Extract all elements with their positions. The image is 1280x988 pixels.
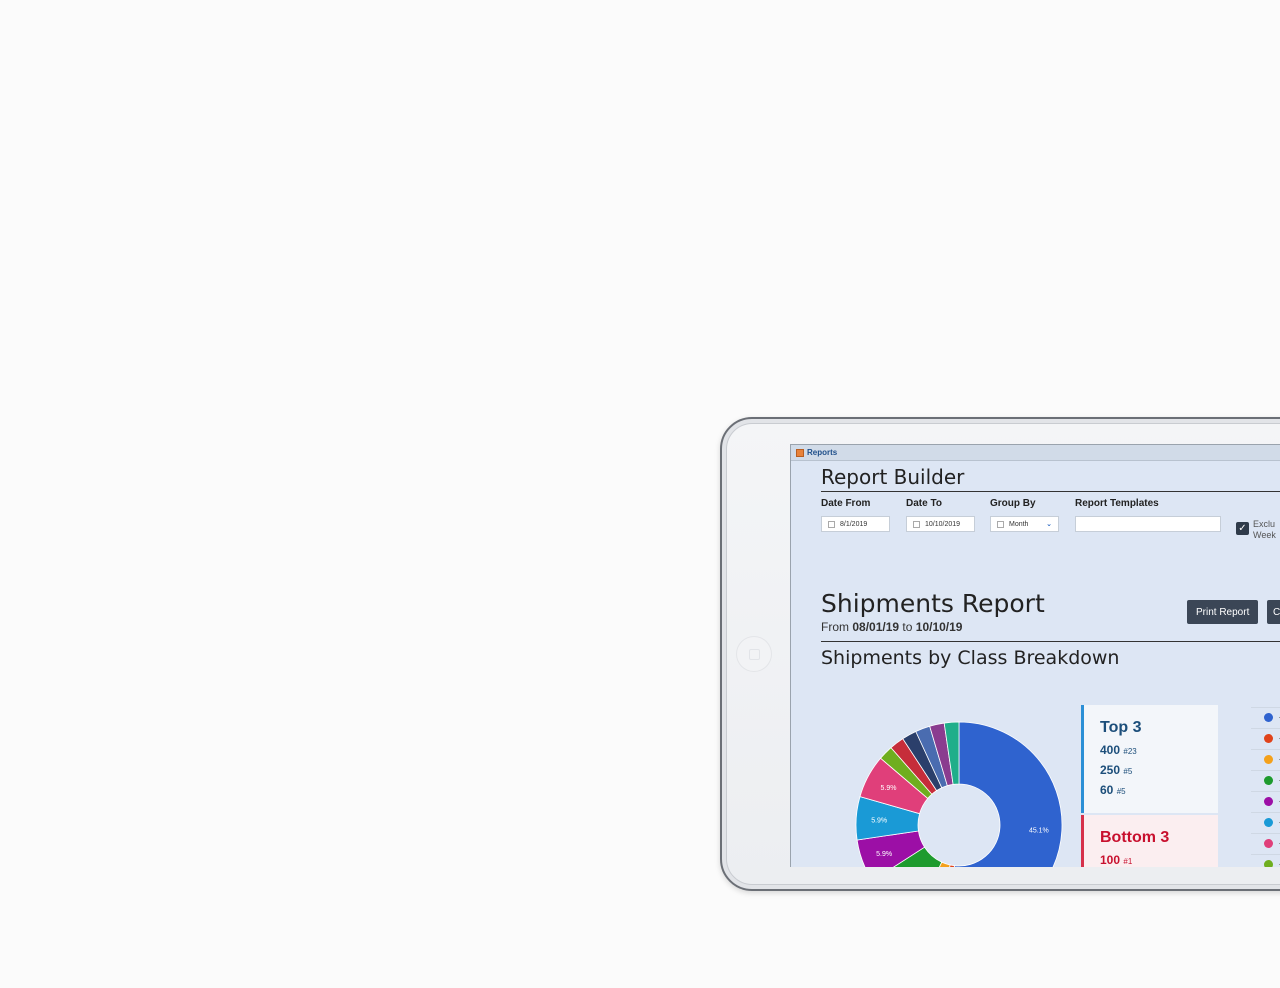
chart-legend	[1251, 707, 1280, 867]
top3-row: 250 #5	[1100, 763, 1218, 777]
bottom3-title: Bottom 3	[1100, 829, 1170, 846]
top3-rank: #23	[1123, 747, 1137, 756]
breakdown-heading: Shipments by Class Breakdown	[821, 647, 1120, 669]
filter-bar: Date From 8/1/2019 Date To 10/10/2019 Gr…	[821, 492, 1280, 552]
top3-row: 60 #5	[1100, 783, 1218, 797]
bottom3-row: 100 #1	[1100, 853, 1218, 867]
date-from-value: 8/1/2019	[840, 520, 868, 528]
top3-rank: #5	[1123, 767, 1133, 776]
top3-rank: #5	[1116, 787, 1126, 796]
report-builder-heading: Report Builder	[821, 465, 1280, 492]
exclude-weekends-label: Exclu Week	[1253, 519, 1276, 541]
window-title: Reports	[807, 448, 838, 457]
calendar-icon	[997, 520, 1004, 528]
bottom3-card: Bottom 3 100 #1	[1081, 815, 1218, 867]
date-to-input[interactable]: 10/10/2019	[906, 516, 975, 532]
legend-item[interactable]	[1251, 770, 1280, 791]
top3-title: Top 3	[1100, 719, 1142, 736]
legend-item[interactable]	[1251, 833, 1280, 854]
legend-item[interactable]	[1251, 854, 1280, 867]
checkmark-icon: ✓	[1238, 523, 1247, 534]
report-divider	[821, 641, 1280, 642]
calendar-icon	[913, 520, 920, 528]
app-screen: Reports Report Builder Date From 8/1/201…	[790, 444, 1280, 867]
legend-color-dot	[1264, 860, 1273, 867]
legend-item[interactable]	[1251, 728, 1280, 749]
chevron-down-icon: ⌄	[1046, 521, 1052, 528]
legend-color-dot	[1264, 713, 1273, 722]
date-to-value: 10/10/2019	[925, 520, 961, 528]
donut-svg: 45.1%7.8%5.9%5.9%5.9%	[855, 721, 1063, 867]
window-titlebar: Reports	[791, 445, 1280, 461]
report-templates-label: Report Templates	[1075, 498, 1159, 509]
slice-label: 45.1%	[1029, 827, 1049, 834]
class-breakdown-donut-chart: 45.1%7.8%5.9%5.9%5.9%	[851, 713, 1091, 867]
home-button-icon	[749, 649, 760, 660]
donut-slice[interactable]	[943, 721, 960, 785]
slice-label: 5.9%	[876, 851, 892, 858]
group-by-label: Group By	[990, 498, 1036, 509]
report-templates-select[interactable]	[1075, 516, 1221, 532]
legend-item[interactable]	[1251, 749, 1280, 770]
legend-color-dot	[1264, 776, 1273, 785]
report-title: Shipments Report	[821, 589, 1045, 618]
range-prefix: From	[821, 620, 849, 634]
donut-slice[interactable]	[872, 846, 943, 867]
top3-row: 400 #23	[1100, 743, 1218, 757]
date-from-input[interactable]: 8/1/2019	[821, 516, 890, 532]
slice-label: 5.9%	[871, 818, 887, 825]
legend-color-dot	[1264, 818, 1273, 827]
exclude-weekends-checkbox[interactable]: ✓	[1236, 522, 1249, 535]
top3-value: 250	[1100, 763, 1121, 777]
exclude-weekends-label-line1: Exclu	[1253, 519, 1276, 529]
report-date-range: From 08/01/19 to 10/10/19	[821, 620, 962, 634]
group-by-value: Month	[1009, 520, 1029, 528]
bottom3-value: 100	[1100, 853, 1121, 867]
legend-item[interactable]	[1251, 707, 1280, 728]
bottom3-rank: #1	[1123, 857, 1133, 866]
home-button[interactable]	[736, 636, 772, 672]
legend-item[interactable]	[1251, 812, 1280, 833]
donut-slice[interactable]	[948, 721, 1063, 867]
legend-color-dot	[1264, 734, 1273, 743]
range-from: 08/01/19	[852, 620, 900, 634]
calendar-icon	[828, 520, 835, 528]
reports-app-icon	[796, 448, 804, 457]
range-to-word: to	[902, 620, 913, 634]
date-to-label: Date To	[906, 498, 942, 509]
top3-card: Top 3 400 #23 250 #5 60 #5	[1081, 705, 1218, 813]
date-from-label: Date From	[821, 498, 871, 509]
legend-item[interactable]	[1251, 791, 1280, 812]
secondary-report-button[interactable]: C	[1267, 600, 1280, 624]
slice-label: 5.9%	[881, 785, 897, 792]
legend-color-dot	[1264, 755, 1273, 764]
top3-value: 60	[1100, 783, 1114, 797]
group-by-select[interactable]: Month ⌄	[990, 516, 1059, 532]
legend-color-dot	[1264, 797, 1273, 806]
range-to: 10/10/19	[915, 620, 963, 634]
report-builder-section: Report Builder Date From 8/1/2019 Date T…	[791, 465, 1280, 552]
exclude-weekends-label-line2: Week	[1253, 530, 1276, 540]
print-report-button[interactable]: Print Report	[1187, 600, 1259, 624]
legend-color-dot	[1264, 839, 1273, 848]
top3-value: 400	[1100, 743, 1121, 757]
